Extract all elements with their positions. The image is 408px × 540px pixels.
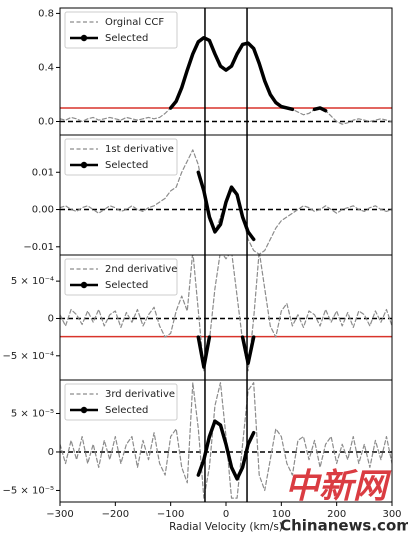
series-line — [196, 170, 256, 242]
y-tick-label: 0.8 — [38, 8, 54, 19]
watermark-site: Chinanews.com — [280, 517, 408, 535]
x-tick-label: 0 — [223, 509, 229, 520]
legend-label: 3rd derivative — [105, 389, 175, 400]
series-line — [60, 382, 392, 499]
x-tick-label: −200 — [102, 509, 129, 520]
legend-label: Selected — [105, 160, 148, 171]
legend-label: Selected — [105, 405, 148, 416]
legend-marker — [80, 161, 88, 169]
y-tick-label: −0.01 — [23, 242, 54, 253]
panel — [60, 135, 392, 255]
legend-marker — [80, 34, 88, 42]
y-tick-label: −5 × 10⁻⁴ — [3, 351, 55, 362]
series-line — [196, 419, 256, 481]
x-tick-label: −100 — [157, 509, 184, 520]
legend-label: Selected — [105, 280, 148, 291]
y-tick-label: 0.00 — [32, 205, 54, 216]
legend-label: Selected — [105, 33, 148, 44]
y-tick-label: 0 — [48, 447, 54, 458]
legend-label: 1st derivative — [105, 144, 174, 155]
series-line — [168, 35, 328, 113]
legend-label: 2nd derivative — [105, 264, 177, 275]
x-tick-label: 300 — [382, 509, 401, 520]
y-tick-label: 0.0 — [38, 116, 54, 127]
legend-marker — [80, 406, 88, 414]
legend-label: Orginal CCF — [105, 17, 164, 28]
watermark-logo: 中新网 — [285, 467, 392, 507]
series-line — [60, 37, 392, 125]
series-line — [60, 255, 392, 372]
y-tick-label: 0.01 — [32, 167, 54, 178]
panel — [60, 255, 392, 380]
x-tick-label: 100 — [272, 509, 291, 520]
x-axis-label: Radial Velocity (km/s) — [169, 521, 283, 533]
axes-frame — [59, 379, 393, 503]
plots: 0.0 0.4 0.8 Orginal CCF Selected 0.01 0.00 −0.0… — [3, 7, 402, 520]
series-line — [196, 335, 256, 369]
y-tick-label: 5 × 10⁻⁴ — [11, 276, 54, 287]
y-tick-label: 0 — [48, 313, 54, 324]
y-tick-label: −5 × 10⁻⁵ — [3, 485, 55, 496]
x-tick-label: 200 — [327, 509, 346, 520]
y-tick-label: 5 × 10⁻⁵ — [11, 408, 54, 419]
y-tick-label: 0.4 — [38, 62, 54, 73]
x-tick-label: −300 — [46, 509, 73, 520]
panel — [60, 380, 392, 502]
panel — [60, 8, 392, 135]
legend-marker — [80, 281, 88, 289]
